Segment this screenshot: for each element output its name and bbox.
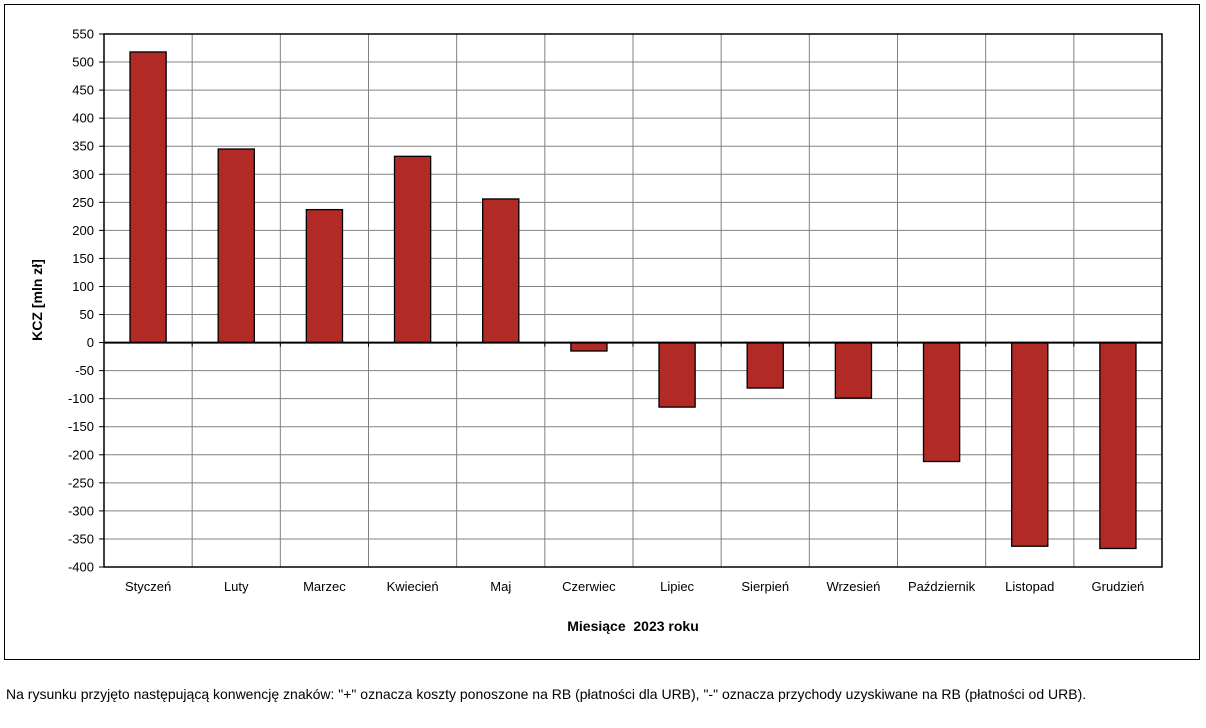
y-tick-label: -300 xyxy=(68,503,94,518)
y-tick-label: -250 xyxy=(68,475,94,490)
x-tick-labels: Styczeń Luty Marzec Kwiecień Maj Czerwiec Lipi… xyxy=(125,579,1144,594)
bar-11 xyxy=(1011,341,1049,547)
bar-2 xyxy=(217,148,255,344)
bar-1 xyxy=(129,51,167,344)
bar-4 xyxy=(393,155,432,344)
x-tick-label: Maj xyxy=(490,579,511,594)
y-tick-label: -100 xyxy=(68,391,94,406)
x-tick-label: Styczeń xyxy=(125,579,171,594)
bar-6 xyxy=(570,341,608,352)
footnote: Na rysunku przyjęto następującą konwencj… xyxy=(6,686,1087,702)
x-tick-label: Sierpień xyxy=(741,579,789,594)
x-tick-label: Luty xyxy=(224,579,249,594)
y-tick-label: 300 xyxy=(72,167,94,182)
y-tick-labels: 550500450400350300250200150100500-50-100… xyxy=(68,27,94,575)
y-tick-label: 50 xyxy=(80,307,94,322)
axes xyxy=(99,33,1163,568)
y-tick-label: 350 xyxy=(72,139,94,154)
y-tick-label: 450 xyxy=(72,83,94,98)
x-tick-label: Listopad xyxy=(1005,579,1054,594)
x-tick-label: Wrzesień xyxy=(826,579,880,594)
y-axis-title: KCZ [mln zł] xyxy=(29,259,45,341)
y-tick-label: -50 xyxy=(75,363,94,378)
y-tick-label: -200 xyxy=(68,447,94,462)
y-tick-label: 500 xyxy=(72,55,94,70)
y-tick-label: -350 xyxy=(68,531,94,546)
bar-5 xyxy=(482,198,520,344)
y-tick-label: 550 xyxy=(72,27,94,42)
bar-10 xyxy=(922,341,961,463)
x-tick-label: Lipiec xyxy=(660,579,694,594)
x-tick-label: Grudzień xyxy=(1092,579,1145,594)
plot-area-border xyxy=(103,33,1163,568)
bars xyxy=(129,51,1137,550)
x-tick-label: Kwiecień xyxy=(387,579,439,594)
bar-3 xyxy=(305,208,344,344)
chart-frame xyxy=(4,4,1200,660)
y-tick-label: 0 xyxy=(87,335,94,350)
y-tick-label: -400 xyxy=(68,560,94,575)
y-tick-label: 100 xyxy=(72,279,94,294)
y-tick-label: 150 xyxy=(72,251,94,266)
bar-9 xyxy=(834,341,873,399)
bar-12 xyxy=(1099,341,1137,550)
gridlines xyxy=(104,33,1162,568)
y-tick-label: -150 xyxy=(68,419,94,434)
bar-chart: 550500450400350300250200150100500-50-100… xyxy=(29,27,1163,634)
y-tick-label: 250 xyxy=(72,195,94,210)
x-axis-title: Miesiące 2023 roku xyxy=(567,618,699,634)
x-tick-label: Czerwiec xyxy=(562,579,616,594)
y-tick-label: 200 xyxy=(72,223,94,238)
bar-7 xyxy=(658,341,696,408)
y-tick-label: 400 xyxy=(72,111,94,126)
x-tick-label: Październik xyxy=(908,579,976,594)
x-tick-label: Marzec xyxy=(303,579,346,594)
bar-8 xyxy=(746,341,784,389)
